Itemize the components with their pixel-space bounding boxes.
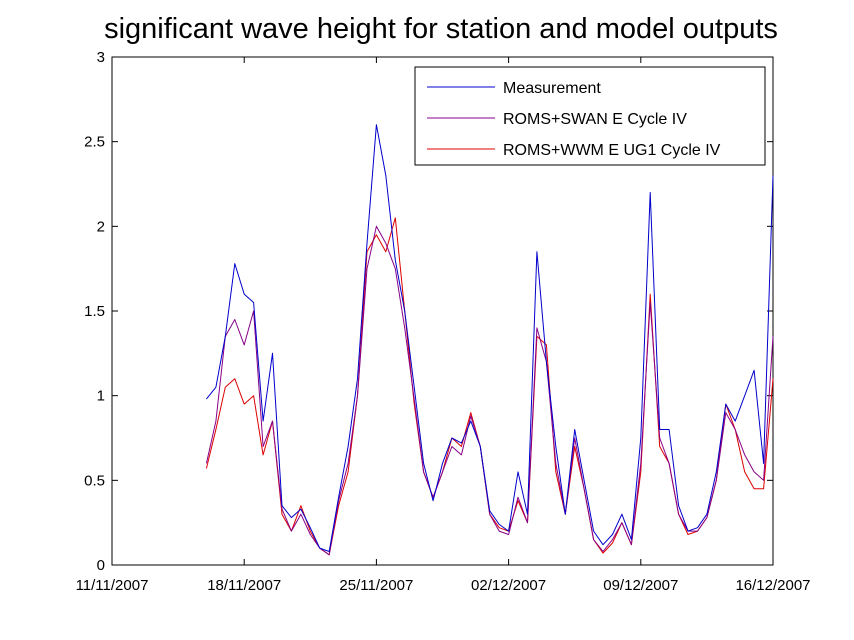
y-tick-label: 0.5 [84,472,105,489]
y-tick-label: 0 [97,557,105,574]
legend-label: ROMS+SWAN E Cycle IV [503,111,687,128]
legend-label: ROMS+WWM E UG1 Cycle IV [503,142,721,159]
y-tick-label: 3 [97,49,105,66]
x-tick-label: 16/12/2007 [735,577,810,594]
x-tick-label: 18/11/2007 [207,577,281,594]
x-tick-label: 11/11/2007 [76,577,149,594]
y-tick-label: 2.5 [84,134,105,151]
series-line-2 [205,225,774,556]
x-tick-label: 09/12/2007 [603,577,678,594]
chart-title: significant wave height for station and … [104,13,778,45]
x-tick-label: 02/12/2007 [471,577,546,594]
y-tick-label: 1.5 [84,303,105,320]
series-line-1 [206,124,774,552]
y-tick-label: 1 [97,388,105,405]
y-tick-label: 2 [97,218,105,235]
plot-area: 0 0.5 1 1.5 2 2.5 3 11/11/2007 18/11/2007 25/11/2… [76,49,811,594]
x-tick-label: 25/11/2007 [339,577,413,594]
legend-label: Measurement [503,80,601,97]
